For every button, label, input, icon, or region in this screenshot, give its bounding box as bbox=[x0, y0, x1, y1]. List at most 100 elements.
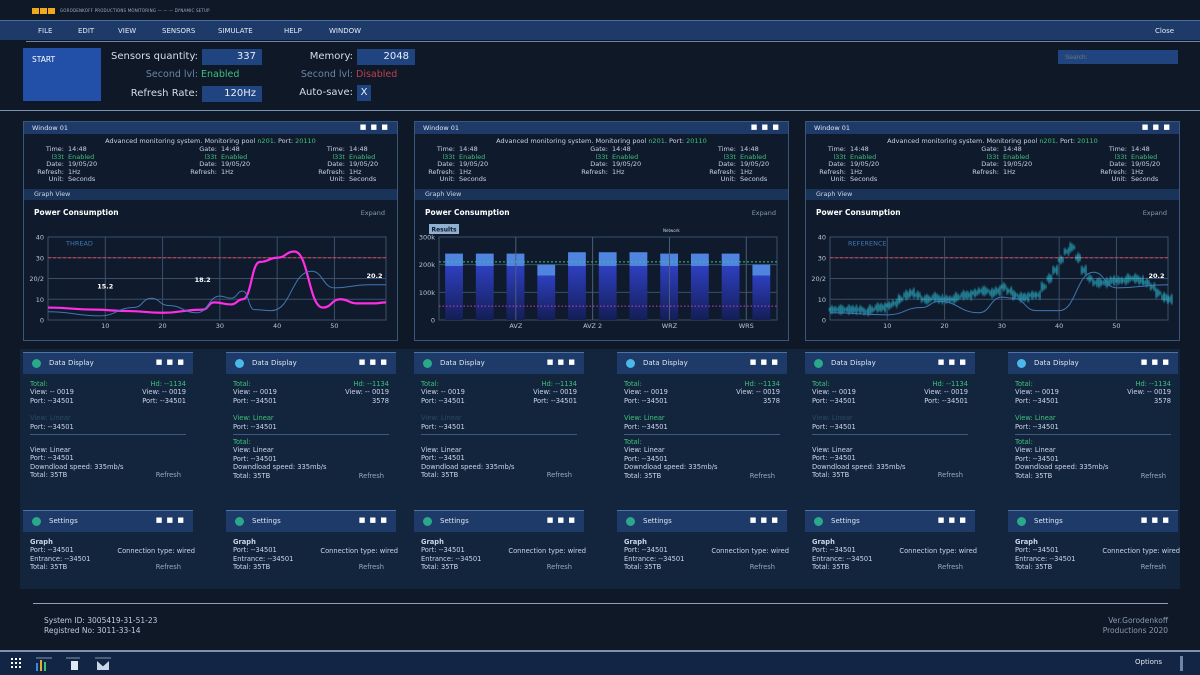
refresh-button[interactable]: Refresh bbox=[937, 471, 963, 480]
refresh-button[interactable]: Refresh bbox=[546, 563, 572, 572]
menu-help[interactable]: HELP bbox=[284, 27, 302, 35]
info-value: 14:48 bbox=[1131, 145, 1150, 153]
text-line: View: -- 0019 bbox=[1015, 388, 1059, 397]
divider bbox=[812, 434, 968, 436]
more-icon[interactable]: ■ ■ ■ bbox=[546, 516, 576, 524]
text-line: Entrance: --34501 bbox=[624, 554, 685, 563]
more-icon[interactable]: ■ ■ ■ bbox=[937, 516, 967, 524]
menu-window[interactable]: WINDOW bbox=[329, 27, 362, 35]
autosave-checkbox[interactable]: X bbox=[357, 85, 371, 101]
scatter-point bbox=[989, 290, 992, 296]
options-button[interactable]: Options bbox=[1135, 658, 1163, 666]
scatter-point bbox=[953, 295, 955, 304]
scatter-point bbox=[939, 296, 942, 302]
results-button[interactable] bbox=[429, 224, 459, 234]
text-line: View: -- 0019 bbox=[924, 388, 968, 397]
document-icon[interactable] bbox=[66, 657, 80, 671]
mail-icon[interactable] bbox=[95, 657, 111, 671]
refresh-field[interactable]: 120Hz bbox=[202, 86, 262, 102]
more-icon[interactable]: ■ ■ ■ bbox=[1140, 516, 1170, 524]
refresh-button[interactable]: Refresh bbox=[937, 563, 963, 572]
desc-text: Advanced monitoring system. Monitoring p… bbox=[496, 137, 649, 145]
scatter-point bbox=[1142, 275, 1144, 286]
scatter-point bbox=[1147, 279, 1150, 286]
text-line: Port: --34501 bbox=[812, 454, 856, 463]
refresh-button[interactable]: Refresh bbox=[155, 471, 181, 480]
more-icon[interactable]: ■ ■ ■ bbox=[155, 516, 185, 524]
info-value: 1Hz bbox=[850, 167, 863, 176]
refresh-button[interactable]: Refresh bbox=[1140, 563, 1166, 572]
connection-type: Connection type: wired bbox=[508, 546, 586, 555]
text-line: View: Linear bbox=[421, 446, 462, 455]
menu-sensors[interactable]: SENSORS bbox=[162, 27, 196, 35]
scatter-point bbox=[1140, 277, 1142, 284]
chart-icon[interactable] bbox=[36, 657, 52, 671]
more-icon[interactable]: ■ ■ ■ bbox=[359, 123, 389, 131]
window-control-icon[interactable] bbox=[40, 8, 47, 14]
text-line: Total: bbox=[233, 380, 251, 388]
scatter-point bbox=[974, 288, 976, 298]
scatter-point bbox=[1128, 275, 1131, 282]
scatter-point bbox=[1077, 252, 1079, 263]
refresh-button[interactable]: Refresh bbox=[1140, 471, 1166, 480]
info-row: Time: 14:48 bbox=[417, 145, 488, 154]
info-value: Enabled bbox=[1131, 152, 1158, 161]
bar-top bbox=[598, 252, 617, 267]
info-row: Unit: Seconds bbox=[417, 176, 488, 184]
expand-button[interactable]: Expand bbox=[1142, 209, 1167, 217]
more-icon[interactable]: ■ ■ ■ bbox=[750, 123, 780, 131]
info-row: Time: 14:48 bbox=[307, 145, 378, 154]
refresh-button[interactable]: Refresh bbox=[358, 563, 384, 572]
menu-edit[interactable]: EDIT bbox=[78, 27, 95, 35]
window-control-icon[interactable] bbox=[32, 8, 39, 14]
y-tick-label: 300k bbox=[419, 234, 435, 242]
start-button[interactable]: START bbox=[23, 48, 101, 101]
menu-view[interactable]: VIEW bbox=[118, 27, 137, 35]
info-value: 1Hz bbox=[1131, 167, 1144, 176]
sensors-field[interactable]: 337 bbox=[202, 49, 262, 65]
bar bbox=[445, 266, 463, 320]
more-icon[interactable]: ■ ■ ■ bbox=[155, 358, 185, 366]
refresh-button[interactable]: Refresh bbox=[546, 471, 572, 480]
scatter-point bbox=[1040, 281, 1043, 292]
memory-label: Memory: bbox=[309, 51, 353, 62]
menu-file[interactable]: FILE bbox=[38, 27, 53, 35]
refresh-button[interactable]: Refresh bbox=[749, 563, 775, 572]
info-row: Gate: 14:48 bbox=[570, 145, 641, 154]
expand-button[interactable]: Expand bbox=[360, 209, 385, 217]
x-tick-label: 50 bbox=[1112, 322, 1120, 330]
settings-panel: Settings ■ ■ ■ Graph Connection type: wired… bbox=[226, 510, 398, 578]
expand-button[interactable]: Expand bbox=[751, 209, 776, 217]
window-title: Window 01 bbox=[814, 124, 850, 132]
data-display-panel: Data Display ■ ■ ■ Hd: --1134 View: -- 0019… bbox=[23, 352, 193, 486]
window-control-icon[interactable] bbox=[48, 8, 55, 14]
bar bbox=[690, 266, 709, 320]
text-line: View: Linear bbox=[1015, 446, 1056, 455]
info-value: Seconds bbox=[1131, 175, 1159, 184]
text-line: Graph bbox=[30, 538, 53, 546]
scatter-point bbox=[1000, 284, 1003, 289]
more-icon[interactable]: ■ ■ ■ bbox=[1140, 358, 1170, 366]
window-header: Window 01 ■ ■ ■ bbox=[806, 122, 1179, 134]
more-icon[interactable]: ■ ■ ■ bbox=[546, 358, 576, 366]
bar-top bbox=[721, 253, 740, 267]
grid-icon[interactable] bbox=[11, 658, 21, 668]
refresh-button[interactable]: Refresh bbox=[749, 471, 775, 480]
refresh-button[interactable]: Refresh bbox=[358, 471, 384, 480]
close-button[interactable]: Close bbox=[1155, 27, 1175, 35]
memory-field[interactable]: 2048 bbox=[357, 49, 415, 65]
more-icon[interactable]: ■ ■ ■ bbox=[358, 516, 388, 524]
more-icon[interactable]: ■ ■ ■ bbox=[358, 358, 388, 366]
more-icon[interactable]: ■ ■ ■ bbox=[749, 358, 779, 366]
refresh-label: Refresh Rate: bbox=[130, 88, 198, 99]
more-icon[interactable]: ■ ■ ■ bbox=[1141, 123, 1171, 131]
search-input[interactable] bbox=[1058, 50, 1178, 64]
info-value: Enabled bbox=[459, 152, 486, 161]
more-icon[interactable]: ■ ■ ■ bbox=[749, 516, 779, 524]
text-line: Total: bbox=[233, 438, 251, 447]
more-icon[interactable]: ■ ■ ■ bbox=[937, 358, 967, 366]
menu-simulate[interactable]: SIMULATE bbox=[218, 27, 253, 35]
refresh-button[interactable]: Refresh bbox=[155, 563, 181, 572]
text-line: View: -- 0019 bbox=[345, 388, 389, 397]
info-key: Date: bbox=[590, 160, 608, 169]
